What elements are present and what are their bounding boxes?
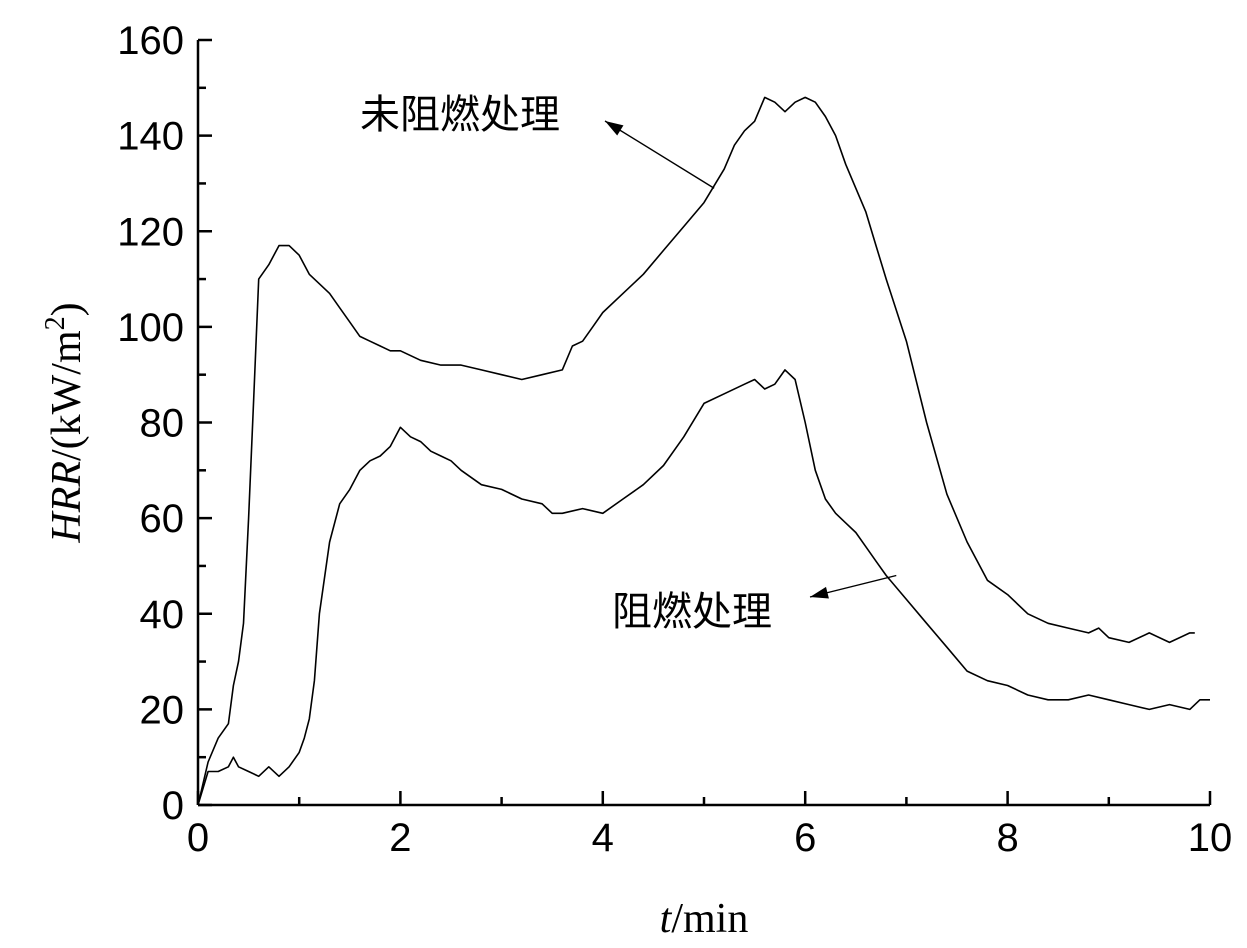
y-tick-label: 140	[117, 115, 184, 159]
y-tick-label: 120	[117, 210, 184, 254]
x-tick-label: 2	[389, 816, 411, 860]
x-axis-label-unit: /min	[671, 896, 748, 942]
series-line-2	[198, 370, 1210, 805]
annotation-label-1: 未阻燃处理	[360, 92, 560, 138]
x-tick-label: 10	[1188, 816, 1233, 860]
x-tick-label: 6	[794, 816, 816, 860]
annotation-label-2: 阻燃处理	[612, 589, 772, 635]
y-axis-label-sup: 2	[40, 316, 71, 330]
axes	[198, 40, 1210, 805]
series-group	[198, 97, 1210, 805]
y-tick-label: 40	[140, 593, 185, 637]
y-tick-label: 80	[140, 402, 185, 446]
y-axis-label-unit: /(kW/m	[44, 330, 90, 461]
y-axis-label-close: )	[44, 302, 90, 316]
y-tick-label: 60	[140, 497, 185, 541]
x-tick-label: 0	[187, 816, 209, 860]
y-tick-label: 160	[117, 19, 184, 63]
x-tick-label: 4	[592, 816, 614, 860]
x-axis-label: t/min	[660, 896, 749, 942]
y-tick-label: 0	[162, 784, 184, 828]
x-ticks: 0 2 4 6 8 10	[187, 791, 1232, 860]
annotation-arrowhead-1	[605, 121, 623, 136]
annotations: 未阻燃处理阻燃处理	[360, 92, 896, 635]
y-axis-label-var: HRR	[44, 461, 90, 544]
annotation-arrow-1	[605, 121, 714, 188]
y-tick-label: 20	[140, 688, 185, 732]
y-tick-label: 100	[117, 306, 184, 350]
y-axis-label: HRR/(kW/m2)	[40, 302, 90, 543]
x-tick-label: 8	[996, 816, 1018, 860]
annotation-arrowhead-2	[810, 587, 829, 599]
